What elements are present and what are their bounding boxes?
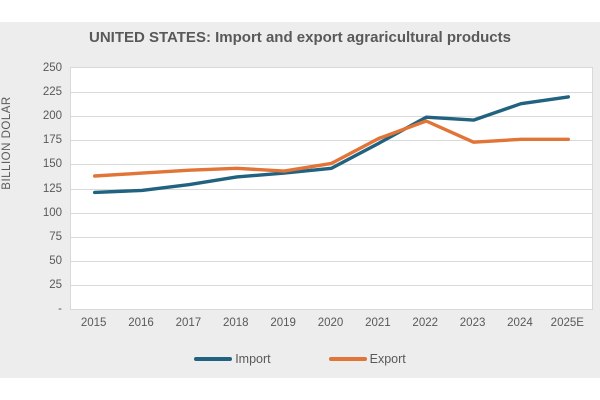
y-axis-tick-label: 25 xyxy=(49,278,62,291)
series-line-export xyxy=(93,119,570,178)
gridline xyxy=(71,116,592,118)
gridline xyxy=(71,92,592,94)
series-canvas xyxy=(93,95,570,195)
x-axis-tick-label: 2020 xyxy=(317,317,344,329)
y-axis-tick-label: 250 xyxy=(42,62,62,74)
chart: UNITED STATES: Import and export agraric… xyxy=(0,22,600,378)
y-axis-tick-label: 200 xyxy=(42,110,62,123)
y-axis-tick-label: 225 xyxy=(42,86,62,99)
y-axis-tick-label: 75 xyxy=(49,230,62,243)
y-axis: - 25 50 75 100 125 150 175 200 225 250 xyxy=(0,62,62,315)
y-axis-tick-label: 125 xyxy=(42,182,62,195)
x-axis-tick-label: 2022 xyxy=(412,317,439,329)
x-axis-tick-label: 2019 xyxy=(270,317,296,329)
x-axis-tick-label: 2018 xyxy=(222,317,249,329)
x-axis-tick-label: 2016 xyxy=(128,317,154,329)
x-axis: 2015 2016 2017 2018 2019 2020 2021 2022 2023 2024… xyxy=(70,316,593,332)
x-axis-tick-label: 2015 xyxy=(80,317,107,329)
gridline xyxy=(71,212,592,214)
gridline xyxy=(71,260,592,262)
y-axis-tick-label: - xyxy=(58,303,62,315)
y-axis-tick-label: 175 xyxy=(42,134,62,147)
legend-item-import: Import xyxy=(194,352,271,366)
y-axis-tick-label: 150 xyxy=(42,158,62,171)
x-axis-tick-label: 2025E xyxy=(550,317,584,329)
x-axis-tick-label: 2017 xyxy=(175,317,202,329)
legend-label: Export xyxy=(369,352,406,366)
gridline xyxy=(71,284,592,286)
y-axis-tick-label: 50 xyxy=(49,254,62,267)
plot-area xyxy=(70,67,593,310)
legend-line-icon xyxy=(194,357,233,361)
x-axis-tick-label: 2023 xyxy=(459,317,486,329)
gridline xyxy=(71,188,592,190)
series-line-import xyxy=(93,95,570,195)
legend: Import Export xyxy=(0,352,600,366)
x-axis-tick-label: 2021 xyxy=(365,317,391,329)
x-axis-tick-label: 2024 xyxy=(507,317,533,329)
chart-title: UNITED STATES: Import and export agraric… xyxy=(89,29,511,46)
legend-line-icon xyxy=(328,357,367,361)
gridline xyxy=(71,140,592,142)
legend-label: Import xyxy=(235,352,271,366)
legend-item-export: Export xyxy=(328,352,406,366)
y-axis-tick-label: 100 xyxy=(42,206,62,219)
gridline xyxy=(71,236,592,238)
